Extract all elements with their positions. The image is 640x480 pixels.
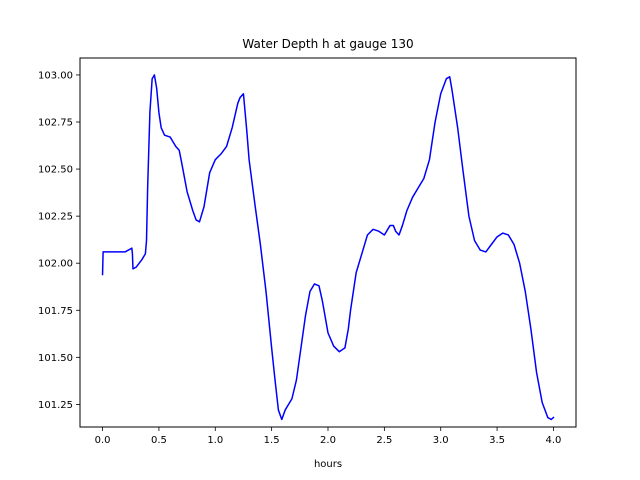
x-tick-label: 3.0	[433, 435, 449, 446]
y-tick-label: 102.50	[38, 165, 73, 176]
y-tick-label: 101.50	[38, 353, 73, 364]
y-tick-label: 102.00	[38, 259, 73, 270]
x-tick-label: 1.5	[264, 435, 280, 446]
y-axis: 101.25 101.50 101.75 102.00 102.25 102.50 102.…	[38, 70, 80, 411]
y-tick-label: 103.00	[38, 70, 73, 81]
chart-title: Water Depth h at gauge 130	[242, 37, 413, 51]
series-line-0	[101, 74, 555, 421]
y-tick-label: 102.75	[38, 118, 73, 129]
plot-series-layer	[101, 74, 555, 421]
y-tick-label: 101.25	[38, 400, 73, 411]
x-tick-label: 0.5	[151, 435, 167, 446]
x-tick-label: 4.0	[546, 435, 562, 446]
x-tick-label: 3.5	[489, 435, 505, 446]
x-axis-label: hours	[314, 459, 342, 470]
x-tick-label: 2.0	[320, 435, 336, 446]
y-tick-label: 102.25	[38, 212, 73, 223]
x-tick-label: 2.5	[376, 435, 392, 446]
y-tick-label: 101.75	[38, 306, 73, 317]
x-axis: 0.0 0.5 1.0 1.5 2.0 2.5 3.0 3.5 4.0	[95, 427, 562, 446]
x-tick-label: 1.0	[207, 435, 223, 446]
x-tick-label: 0.0	[95, 435, 111, 446]
